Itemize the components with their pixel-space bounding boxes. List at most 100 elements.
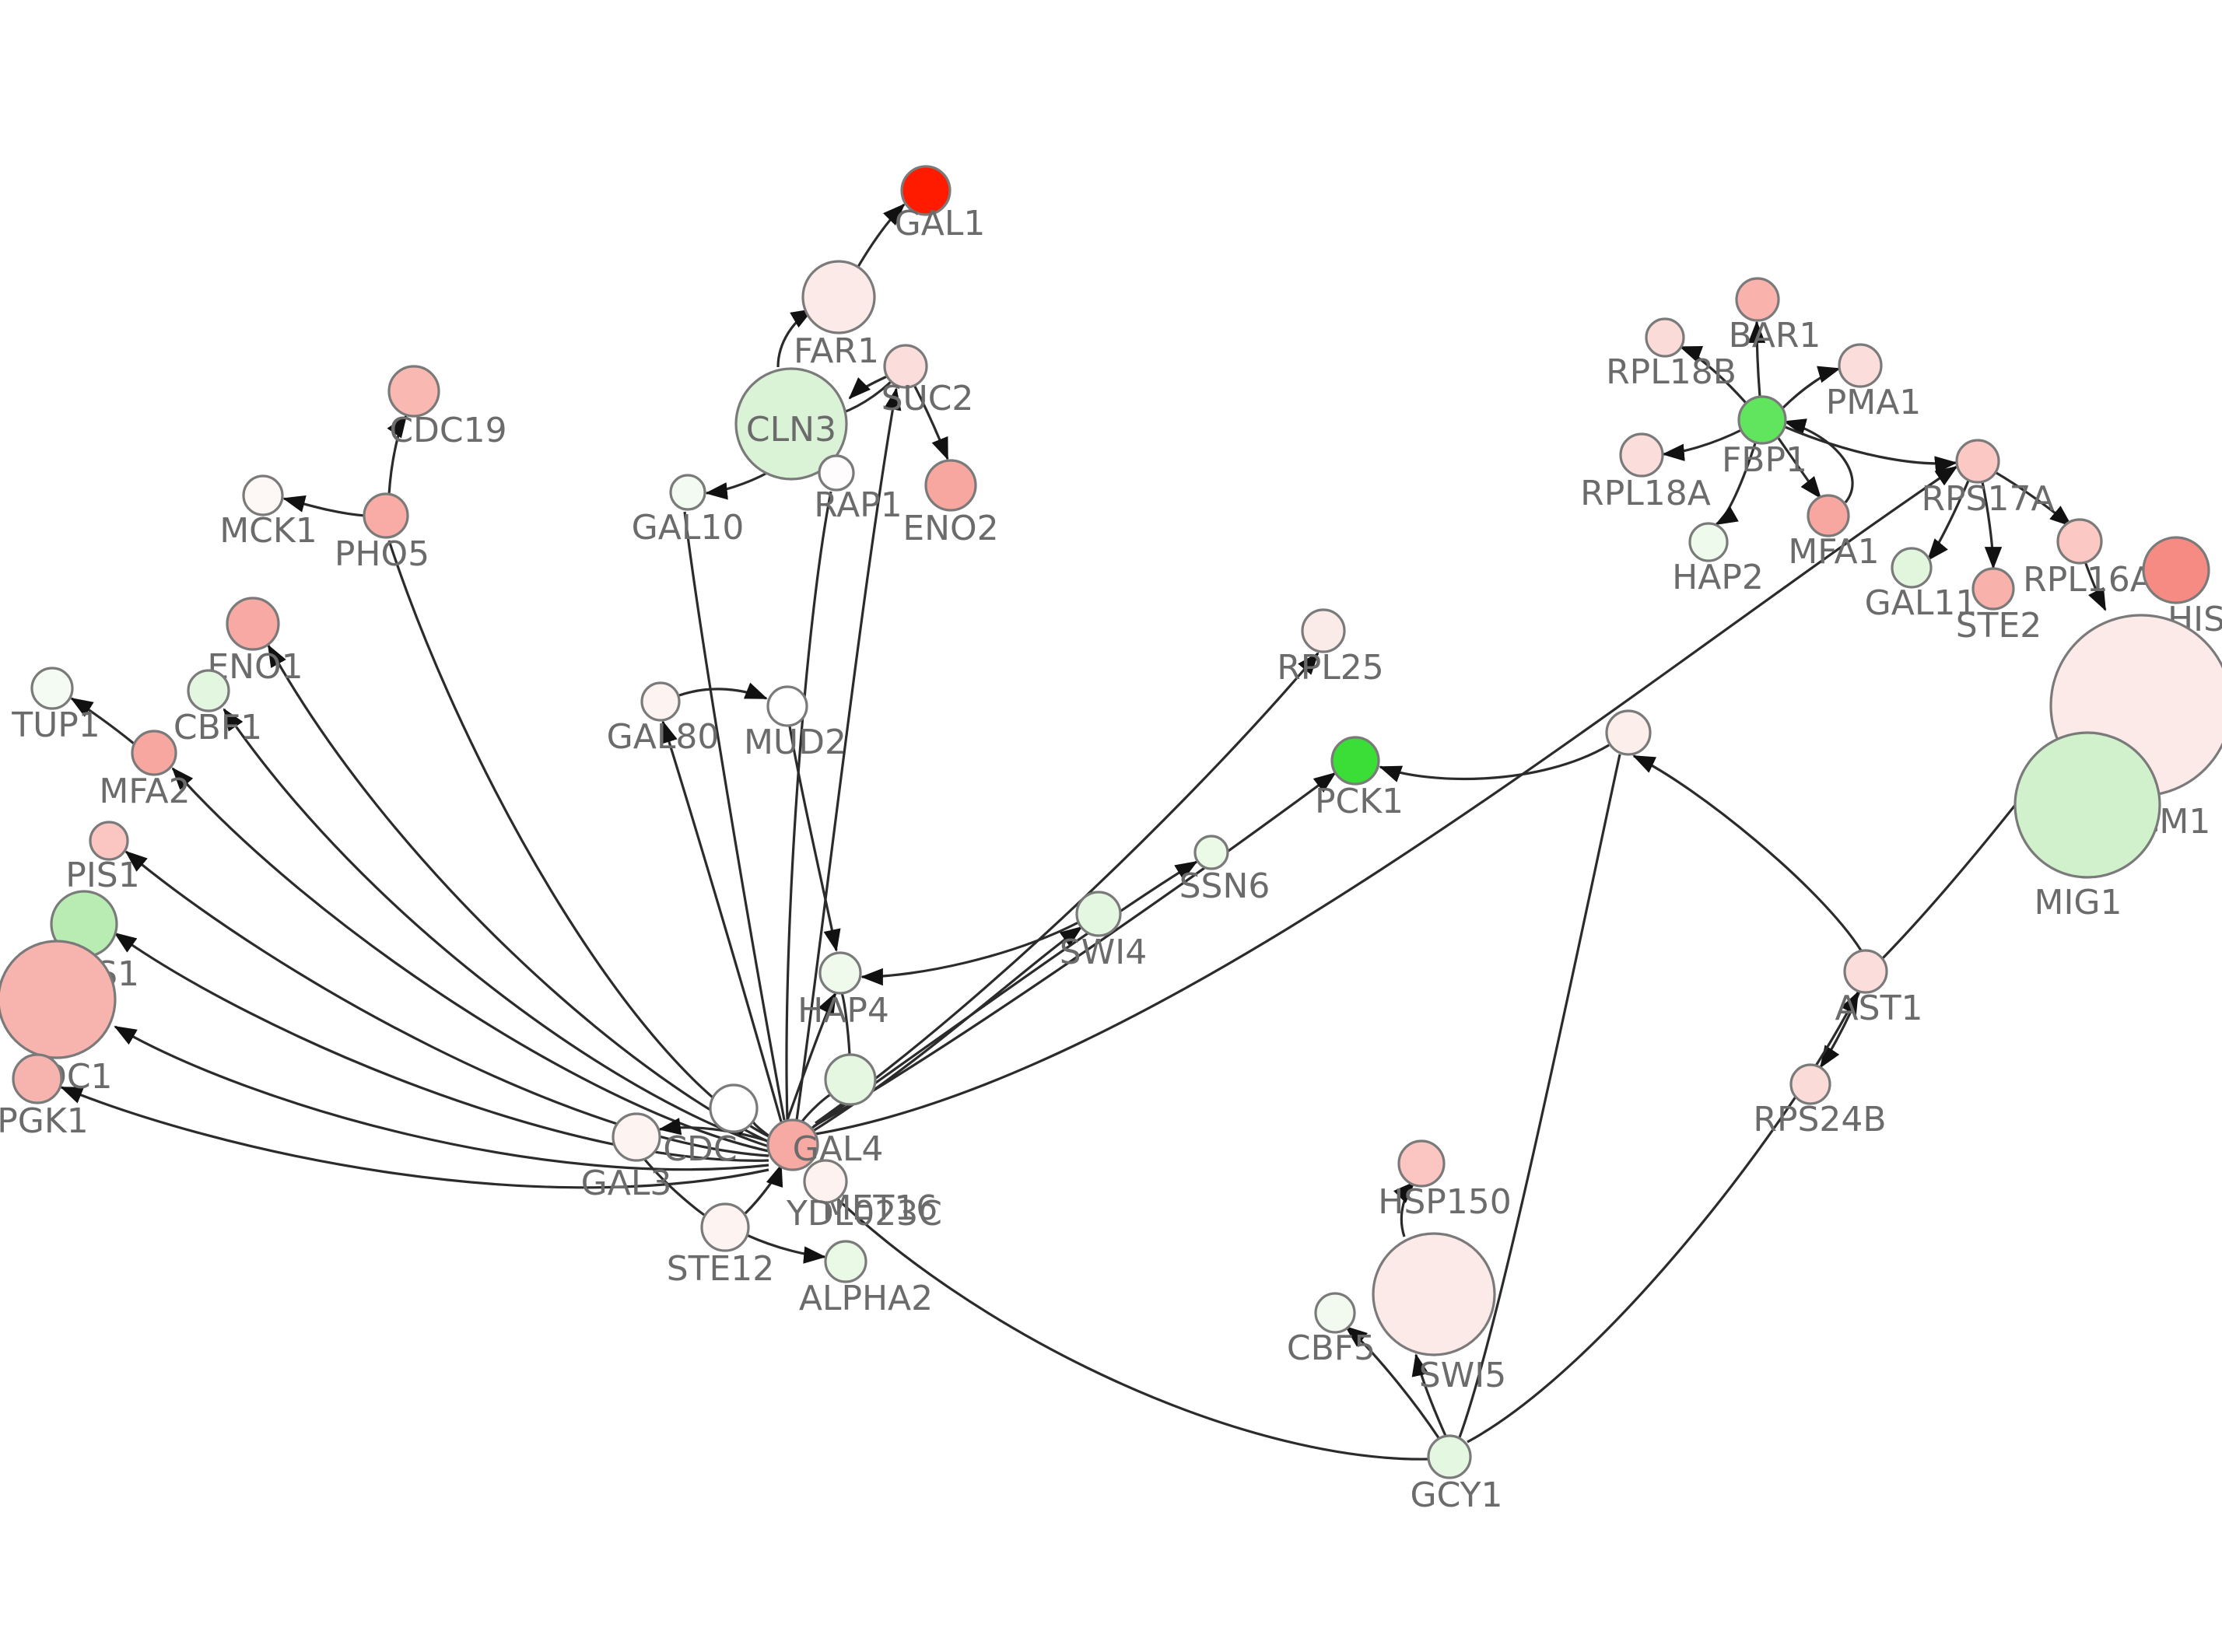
node-gal3[interactable]: GAL3: [581, 1112, 672, 1203]
node-rap1[interactable]: RAP1: [814, 454, 902, 525]
node-ydl023c[interactable]: YDL023C: [786, 1159, 942, 1234]
node-circle[interactable]: [803, 1159, 848, 1204]
node-gal4[interactable]: GAL4: [766, 1118, 883, 1171]
node-circle[interactable]: [612, 1112, 661, 1162]
node-circle[interactable]: [801, 260, 876, 334]
node-hap4[interactable]: HAP4: [797, 951, 889, 1031]
node-swi5[interactable]: SWI5: [1372, 1232, 1506, 1395]
node-circle[interactable]: [12, 1053, 63, 1104]
node-mck1[interactable]: MCK1: [219, 474, 317, 551]
node-far1[interactable]: FAR1: [794, 260, 879, 371]
node-circle[interactable]: [242, 474, 284, 516]
node-circle[interactable]: [1397, 1139, 1446, 1188]
node-circle[interactable]: [1605, 709, 1652, 756]
node-circle[interactable]: [1737, 395, 1787, 445]
node-gal10[interactable]: GAL10: [632, 474, 745, 548]
node-circle[interactable]: [766, 685, 808, 727]
node-bar1[interactable]: BAR1: [1729, 277, 1821, 355]
node-circle[interactable]: [824, 1240, 867, 1283]
node-pis1[interactable]: PIS1: [65, 821, 140, 895]
node-rps24b[interactable]: RPS24B: [1753, 1063, 1887, 1139]
node-circle[interactable]: [1193, 835, 1229, 870]
node-ast1[interactable]: AST1: [1835, 949, 1923, 1028]
node-gal11[interactable]: GAL11: [1865, 547, 1978, 623]
node-eno2[interactable]: ENO2: [902, 459, 999, 548]
node-hsp150[interactable]: HSP150: [1378, 1139, 1512, 1222]
node-eno1[interactable]: ENO1: [207, 597, 303, 687]
node-tup1[interactable]: TUP1: [11, 667, 100, 745]
node-circle[interactable]: [640, 681, 681, 722]
node-rpl18a[interactable]: RPL18A: [1580, 432, 1711, 513]
node-circle[interactable]: [1075, 891, 1122, 937]
node-circle[interactable]: [824, 1053, 877, 1106]
node-hap2[interactable]: HAP2: [1672, 522, 1764, 597]
node-rpl25[interactable]: RPL25: [1277, 608, 1384, 688]
node-circle[interactable]: [1301, 608, 1346, 653]
node-pho5[interactable]: PHO5: [335, 492, 429, 574]
node-circle[interactable]: [900, 165, 952, 216]
node-circle[interactable]: [0, 940, 117, 1059]
node-cbf5[interactable]: CBF5: [1287, 1292, 1376, 1368]
node-circle[interactable]: [1619, 432, 1664, 478]
node-gal80[interactable]: GAL80: [607, 681, 720, 757]
node-circle[interactable]: [1427, 1434, 1472, 1479]
node-circle[interactable]: [709, 1083, 759, 1133]
node-circle[interactable]: [924, 459, 977, 512]
node-rps17a[interactable]: RPS17A: [1921, 439, 2055, 519]
node-circle[interactable]: [1645, 317, 1685, 358]
node-gcy1[interactable]: GCY1: [1411, 1434, 1503, 1515]
node-ste2[interactable]: STE2: [1956, 567, 2042, 646]
node-circle[interactable]: [226, 597, 280, 651]
node-circle[interactable]: [818, 454, 855, 492]
node-circle[interactable]: [1891, 547, 1933, 589]
node-circle[interactable]: [1330, 736, 1380, 786]
node-cbf1[interactable]: CBF1: [173, 669, 262, 747]
node-mfa2[interactable]: MFA2: [99, 730, 191, 811]
node-circle[interactable]: [1735, 277, 1780, 322]
node-circle[interactable]: [1971, 567, 2015, 611]
node-cln3[interactable]: CLN3: [734, 367, 848, 481]
node-cdc19[interactable]: CDC19: [387, 365, 507, 450]
node-rpl18b[interactable]: RPL18B: [1606, 317, 1737, 392]
node-circle[interactable]: [2142, 536, 2210, 604]
edge-gal4-to-rpl25: [815, 652, 1320, 1125]
node-suc2[interactable]: SUC2: [881, 344, 974, 418]
node-circle[interactable]: [883, 344, 928, 389]
node-circle[interactable]: [700, 1202, 750, 1252]
node-pma1[interactable]: PMA1: [1826, 343, 1922, 422]
node-circle[interactable]: [1838, 343, 1883, 388]
node-circle[interactable]: [818, 951, 862, 995]
node-pgk1[interactable]: PGK1: [0, 1053, 89, 1141]
node-circle[interactable]: [1314, 1292, 1356, 1334]
node-gal1[interactable]: GAL1: [895, 165, 986, 243]
node-cdc[interactable]: CDC: [663, 1083, 759, 1169]
node-hub1[interactable]: [1605, 709, 1652, 756]
node-mfa1[interactable]: MFA1: [1788, 494, 1880, 572]
node-circle[interactable]: [187, 669, 230, 712]
node-circle[interactable]: [669, 474, 706, 511]
node-mud2[interactable]: MUD2: [744, 685, 846, 762]
node-swi4[interactable]: SWI4: [1060, 891, 1147, 972]
node-circle[interactable]: [1688, 522, 1729, 562]
node-circle[interactable]: [734, 367, 848, 481]
node-circle[interactable]: [1372, 1232, 1496, 1356]
node-fbp1[interactable]: FBP1: [1722, 395, 1807, 480]
node-rpl16a[interactable]: RPL16A: [2023, 518, 2154, 600]
node-circle[interactable]: [1807, 494, 1850, 537]
node-circle[interactable]: [766, 1118, 819, 1171]
node-mig1[interactable]: MIG1: [2013, 731, 2161, 922]
node-circle[interactable]: [363, 492, 409, 539]
node-ssn6[interactable]: SSN6: [1179, 835, 1270, 906]
node-circle[interactable]: [131, 730, 177, 776]
node-alpha2[interactable]: ALPHA2: [799, 1240, 933, 1318]
node-pck1[interactable]: PCK1: [1315, 736, 1404, 821]
node-circle[interactable]: [30, 667, 74, 710]
node-ste12[interactable]: STE12: [667, 1202, 775, 1289]
node-circle[interactable]: [387, 365, 440, 418]
node-circle[interactable]: [1843, 949, 1888, 994]
node-circle[interactable]: [2013, 731, 2161, 879]
node-circle[interactable]: [2056, 518, 2103, 565]
node-circle[interactable]: [89, 821, 129, 861]
node-circle[interactable]: [1789, 1063, 1831, 1105]
node-circle[interactable]: [1955, 439, 2000, 484]
